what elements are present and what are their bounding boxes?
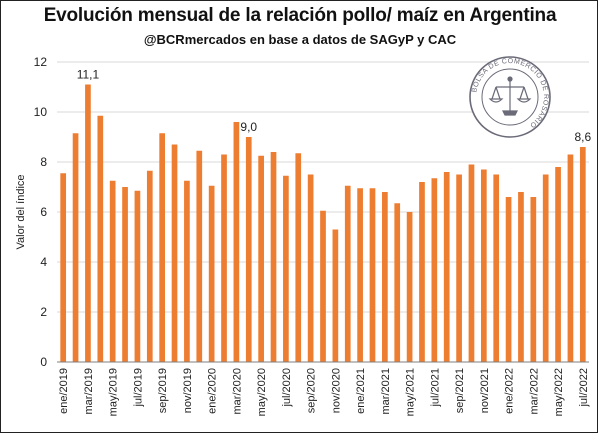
bar xyxy=(394,203,401,362)
chart-title: Evolución mensual de la relación pollo/ … xyxy=(43,5,557,26)
bar xyxy=(134,190,141,362)
bar xyxy=(456,174,462,362)
y-axis-ticks: 0 2 4 6 8 10 12 xyxy=(34,55,48,369)
bar xyxy=(258,155,264,362)
y-tick-label: 8 xyxy=(40,155,47,169)
bar xyxy=(369,188,376,362)
bar xyxy=(171,144,178,362)
bcr-seal-logo: BOLSA DE COMERCIO DE ROSARIO xyxy=(469,56,551,138)
bar xyxy=(184,180,190,362)
bar xyxy=(518,192,524,362)
bar xyxy=(493,174,500,362)
bar xyxy=(555,167,561,362)
bar xyxy=(468,164,475,362)
data-labels: 11,1 9,0 8,6 xyxy=(77,68,592,145)
bar xyxy=(320,210,326,362)
data-label: 9,0 xyxy=(240,120,257,134)
bar xyxy=(406,212,413,362)
bar xyxy=(567,154,574,362)
x-axis-ticks: ene/2019 mar/2019 may/2019 jul/2019 sep/2019… xyxy=(58,368,590,416)
bar xyxy=(270,152,277,362)
x-tick-label: may/2020 xyxy=(256,368,268,416)
x-tick-label: may/2022 xyxy=(553,368,565,416)
bar xyxy=(505,197,512,362)
y-tick-label: 10 xyxy=(34,105,48,119)
bar xyxy=(208,185,215,362)
y-axis-label: Valor del índice xyxy=(15,174,27,249)
bar xyxy=(245,137,252,362)
x-tick-label: ene/2019 xyxy=(58,368,70,414)
bar xyxy=(159,133,166,362)
x-tick-label: jul/2021 xyxy=(429,368,441,408)
x-tick-label: may/2019 xyxy=(108,368,120,416)
x-tick-label: sep/2021 xyxy=(454,368,466,413)
bar xyxy=(109,180,116,362)
bar xyxy=(122,187,128,362)
x-tick-label: nov/2021 xyxy=(479,368,491,413)
x-tick-label: jul/2019 xyxy=(132,368,144,408)
x-tick-label: ene/2020 xyxy=(207,368,219,414)
bar xyxy=(443,172,450,362)
x-tick-label: sep/2019 xyxy=(157,368,169,413)
x-tick-label: ene/2021 xyxy=(355,368,367,414)
bar xyxy=(357,188,363,362)
y-tick-label: 0 xyxy=(40,355,47,369)
x-tick-label: mar/2021 xyxy=(380,368,392,414)
bar xyxy=(146,170,153,362)
bar xyxy=(97,115,104,362)
x-tick-label: mar/2019 xyxy=(83,368,95,414)
bar xyxy=(72,133,79,362)
bar xyxy=(283,175,289,362)
chart-subtitle: @BCRmercados en base a datos de SAGyP y … xyxy=(143,32,457,47)
x-tick-label: jul/2020 xyxy=(281,368,293,408)
bar xyxy=(530,197,537,362)
y-tick-label: 12 xyxy=(34,55,48,69)
y-tick-label: 6 xyxy=(40,205,47,219)
bar xyxy=(295,153,302,362)
bar xyxy=(307,174,314,362)
bar xyxy=(196,150,203,362)
bar xyxy=(60,173,67,362)
bar xyxy=(480,169,487,362)
data-label: 11,1 xyxy=(77,68,100,82)
bar xyxy=(431,178,438,362)
bar xyxy=(221,154,227,362)
bar xyxy=(85,84,91,362)
bars xyxy=(60,84,586,362)
bar xyxy=(332,229,339,362)
data-label: 8,6 xyxy=(574,130,591,144)
scales-icon xyxy=(488,76,532,116)
x-tick-label: jul/2022 xyxy=(578,368,590,408)
x-tick-label: mar/2022 xyxy=(528,368,540,414)
y-tick-label: 2 xyxy=(40,305,47,319)
x-tick-label: ene/2022 xyxy=(504,368,516,414)
bar xyxy=(542,174,549,362)
bar xyxy=(344,185,351,362)
x-tick-label: may/2021 xyxy=(405,368,417,416)
bar xyxy=(579,147,586,362)
x-tick-label: nov/2019 xyxy=(182,368,194,413)
bar xyxy=(233,122,240,362)
bar xyxy=(382,192,388,362)
x-tick-label: sep/2020 xyxy=(306,368,318,413)
x-tick-label: nov/2020 xyxy=(330,368,342,413)
x-tick-label: mar/2020 xyxy=(231,368,243,414)
y-tick-label: 4 xyxy=(40,255,47,269)
bar xyxy=(419,182,425,362)
